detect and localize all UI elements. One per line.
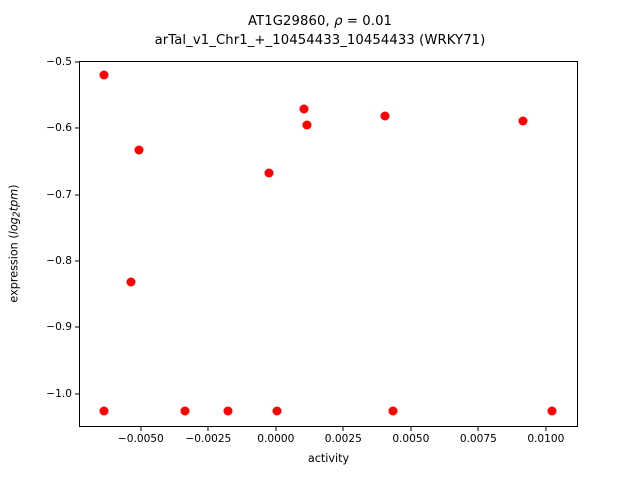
- data-point: [99, 70, 109, 80]
- y-axis-label-prefix: expression (: [7, 234, 21, 304]
- data-point: [299, 104, 309, 114]
- x-axis-tick-label: 0.0025: [324, 433, 362, 445]
- y-axis-tick-label: −0.6: [46, 122, 72, 135]
- y-axis-label-log: log: [7, 217, 21, 235]
- y-axis-tick-label: −1.0: [46, 387, 72, 400]
- plot-data-area: [80, 62, 577, 426]
- y-axis-label-suffix: ): [7, 184, 21, 190]
- y-axis-tick-mark: [75, 392, 79, 395]
- x-axis-tick-label: −0.0050: [117, 433, 164, 445]
- title-gene-id: AT1G29860: [247, 14, 326, 29]
- x-axis-tick-mark: [410, 427, 412, 431]
- x-axis-tick-label: 0.0100: [527, 433, 565, 445]
- y-axis-label-subscript: 2: [11, 211, 23, 218]
- x-axis-tick-mark: [342, 427, 344, 431]
- y-axis-label-text: expression (log2tpm): [7, 185, 22, 303]
- y-axis-tick-label: −0.9: [46, 321, 72, 334]
- title-rho-symbol: ρ: [334, 14, 343, 29]
- x-axis-tick-mark: [275, 427, 277, 431]
- x-axis-tick-label: −0.0025: [185, 433, 232, 445]
- data-point: [380, 111, 390, 121]
- x-axis-tick-label: 0.0000: [257, 433, 295, 445]
- data-point: [272, 406, 282, 416]
- data-point: [126, 277, 136, 287]
- y-axis-tick-mark: [75, 61, 79, 63]
- data-point: [518, 116, 528, 126]
- x-axis-tick-mark: [140, 427, 142, 431]
- data-point: [180, 406, 190, 416]
- data-point: [547, 406, 557, 416]
- title-rho-separator: ,: [325, 14, 335, 29]
- x-axis-tick-mark: [207, 427, 209, 431]
- y-axis-tick-mark: [75, 194, 79, 196]
- x-axis-tick-mark: [545, 427, 547, 431]
- data-point: [134, 145, 144, 155]
- title-line-2: arTal_v1_Chr1_+_10454433_10454433 (WRKY7…: [154, 33, 486, 48]
- data-point: [223, 406, 233, 416]
- y-axis-tick-mark: [75, 326, 79, 328]
- title-line-1: AT1G29860, ρ = 0.01: [0, 12, 640, 31]
- x-axis-label: activity: [307, 452, 350, 465]
- x-axis-tick-label: 0.0050: [392, 433, 430, 445]
- y-axis-label: expression (log2tpm): [6, 61, 24, 427]
- plot-axes-frame: [79, 61, 578, 427]
- data-point: [264, 168, 274, 178]
- chart-title: AT1G29860, ρ = 0.01 arTal_v1_Chr1_+_1045…: [0, 12, 640, 50]
- y-axis-tick-label: −0.5: [46, 55, 72, 68]
- y-axis-tick-label: −0.7: [46, 188, 72, 201]
- title-rho-value: = 0.01: [342, 14, 393, 29]
- y-axis-tick-mark: [75, 260, 79, 262]
- x-axis-tick-label: 0.0075: [459, 433, 497, 445]
- y-axis-tick-mark: [75, 127, 79, 129]
- data-point: [99, 406, 109, 416]
- y-axis-label-unit: tpm: [7, 189, 21, 212]
- data-point: [388, 406, 398, 416]
- x-axis-tick-mark: [477, 427, 479, 431]
- y-axis-tick-label: −0.8: [46, 254, 72, 267]
- data-point: [302, 120, 312, 130]
